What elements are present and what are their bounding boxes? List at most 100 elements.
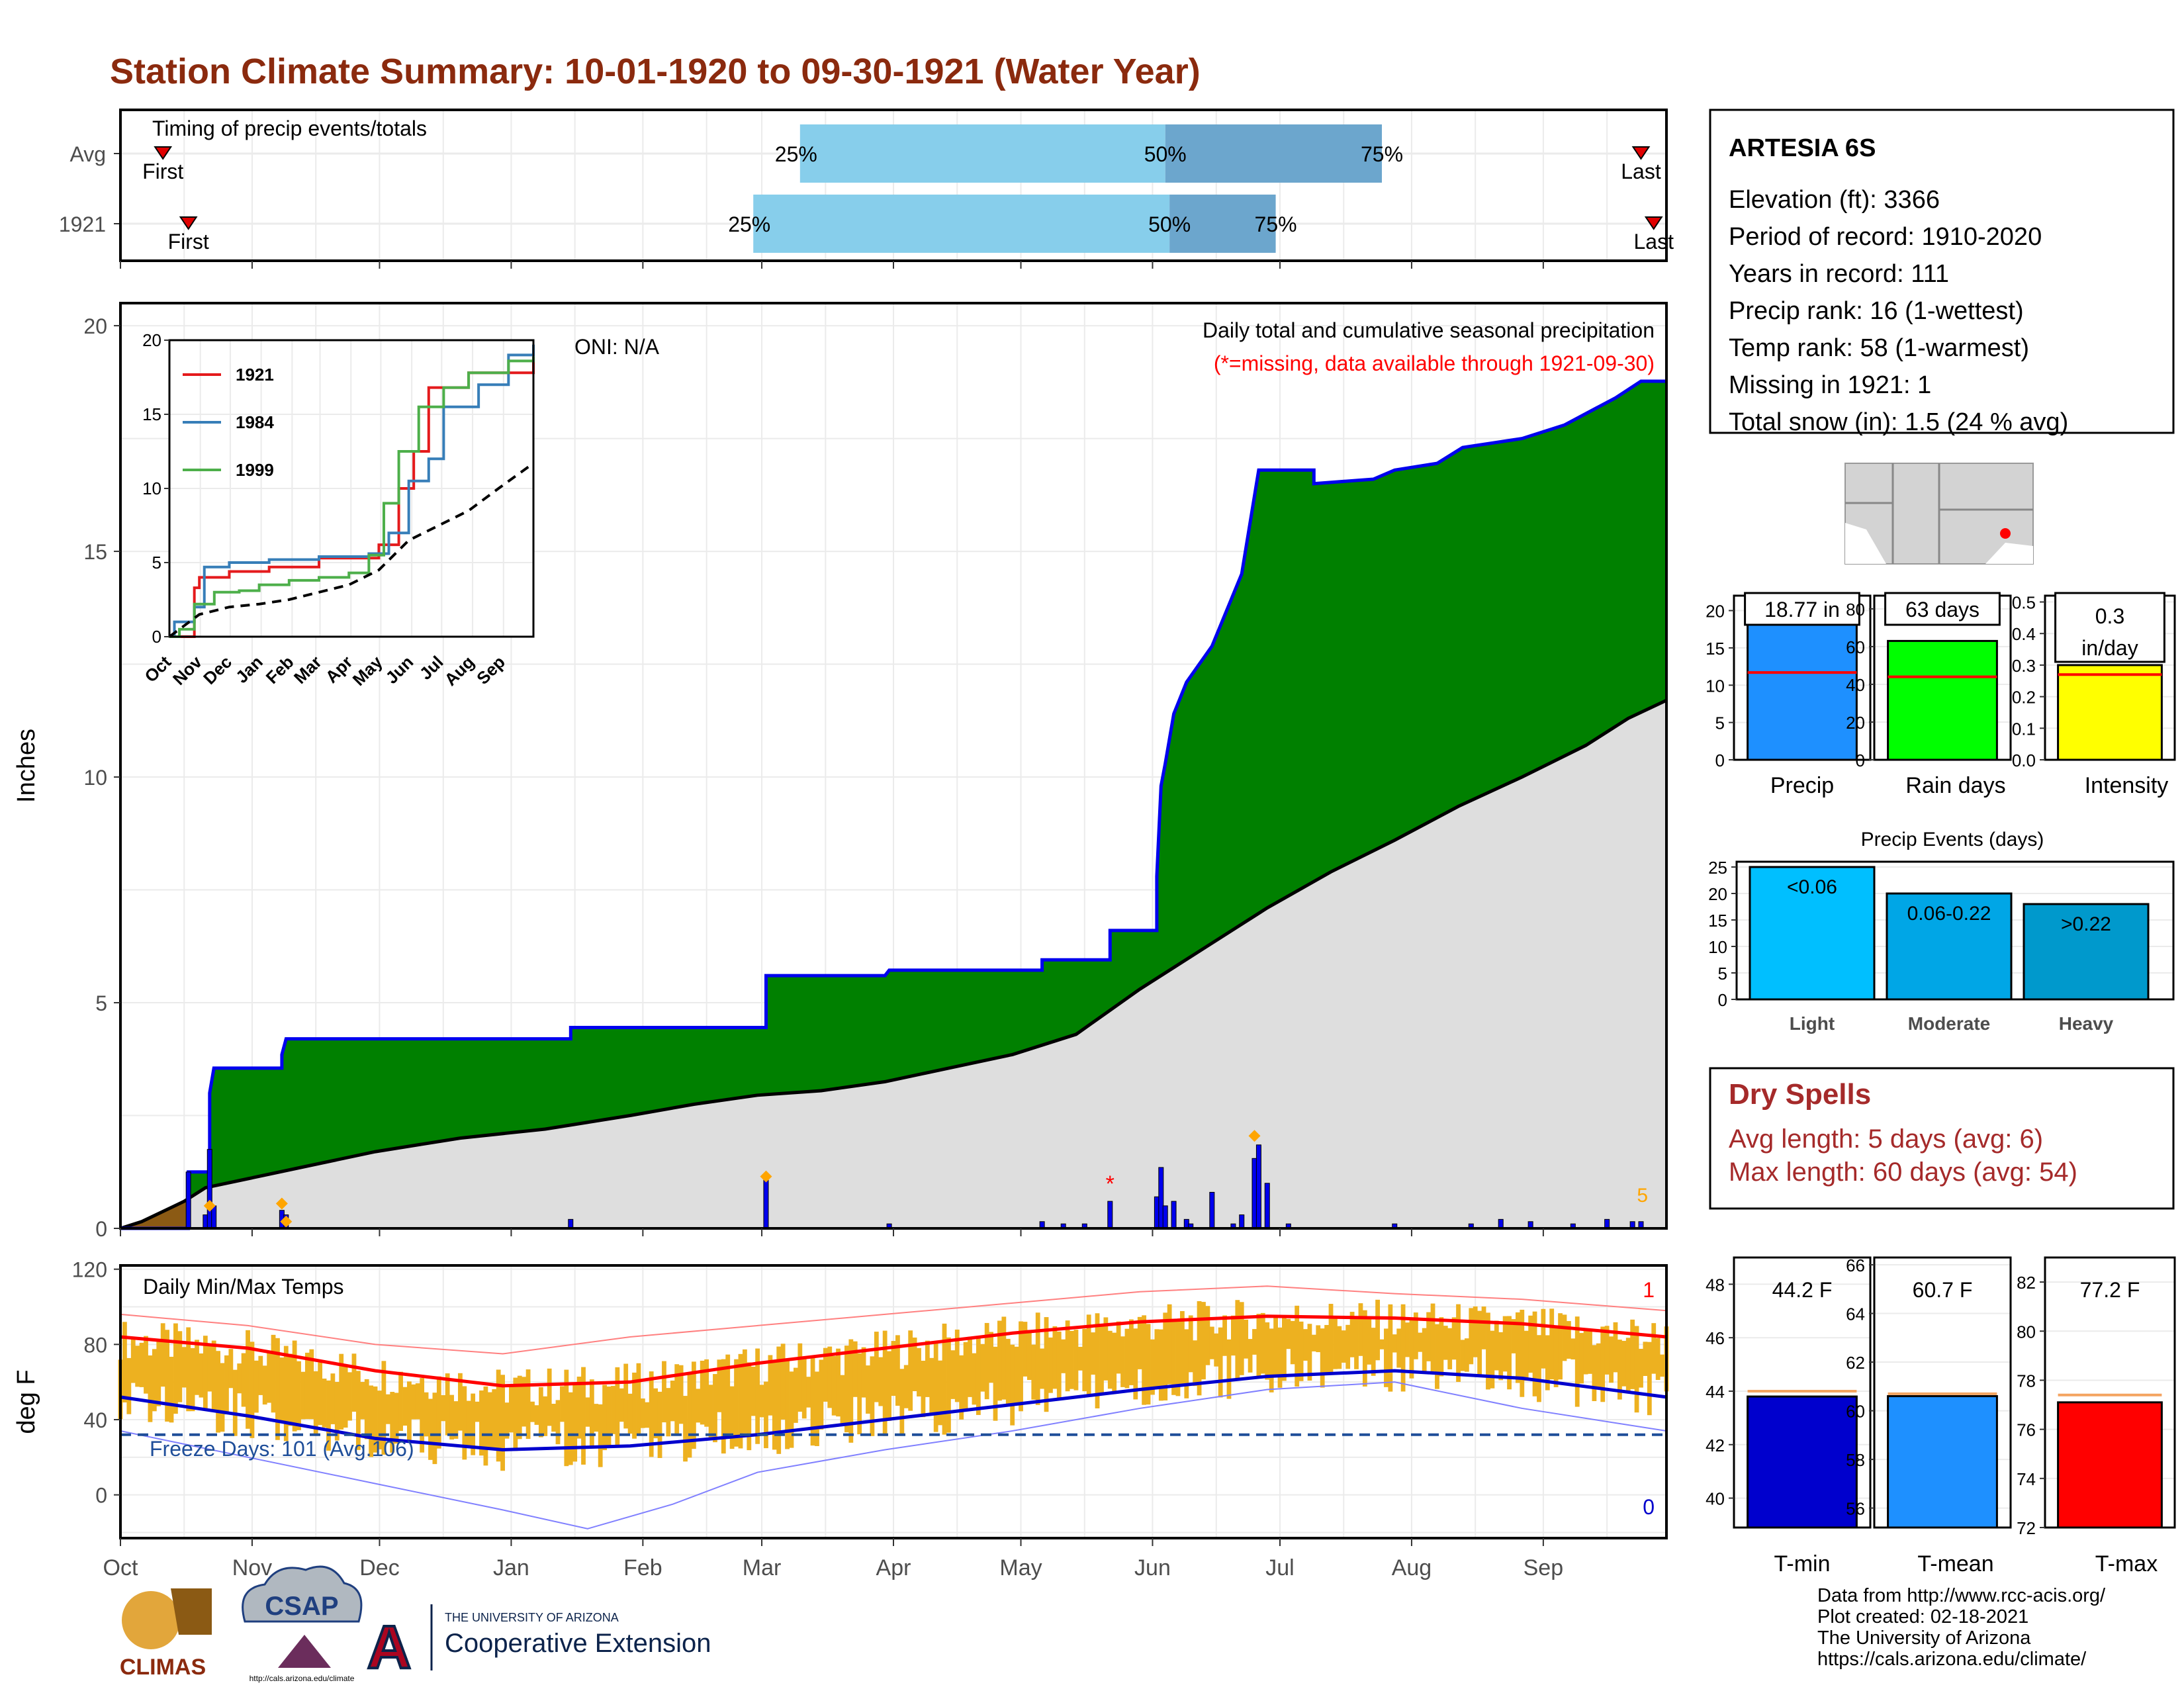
temp-range-bar [708, 1385, 713, 1440]
temp-range-bar [1541, 1308, 1546, 1369]
temp-range-bar [1265, 1322, 1270, 1380]
temp-range-bar [878, 1357, 884, 1406]
q25-label: 25% [775, 142, 817, 166]
inset-month-label: Oct [140, 652, 175, 686]
inset-month-label: Sep [473, 652, 509, 688]
temp-range-bar [1316, 1325, 1321, 1353]
temp-range-bar [347, 1372, 352, 1421]
csap-logo-text: CSAP [265, 1592, 338, 1621]
temp-range-bar [870, 1356, 875, 1436]
temp-range-bar [1630, 1319, 1635, 1389]
q50-label: 50% [1148, 212, 1191, 236]
ua-logo-a: A [367, 1614, 411, 1681]
temp-range-bar [729, 1386, 735, 1449]
temp-range-bar [453, 1401, 459, 1439]
temp-range-bar [1583, 1330, 1588, 1375]
temp-range-bar [402, 1387, 408, 1426]
temp-range-bar [432, 1393, 437, 1465]
y-tick-label: 78 [2017, 1371, 2036, 1391]
temp-range-bar [351, 1353, 357, 1412]
station-line: Precip rank: 16 (1-wettest) [1729, 297, 2024, 325]
y-tick-label: 0.0 [2012, 751, 2036, 770]
inset-month-label: Jun [382, 652, 418, 688]
month-label: Nov [232, 1555, 272, 1580]
temp-range-bar [959, 1355, 964, 1420]
temp-range-bar [938, 1360, 942, 1426]
temp-range-bar [1490, 1330, 1495, 1389]
temp-range-bar [1171, 1320, 1176, 1395]
temp-range-bar [866, 1365, 870, 1414]
y-tick-label: 10 [1706, 676, 1725, 696]
temp-range-bar [852, 1341, 858, 1397]
y-tick-label: 56 [1846, 1499, 1865, 1519]
temp-range-bar [1103, 1317, 1109, 1381]
temp-range-bar [1026, 1330, 1032, 1381]
temp-range-bar [1647, 1342, 1652, 1416]
temp-range-bar [1524, 1330, 1529, 1381]
tmax-label: 77.2 F [2080, 1278, 2140, 1302]
temp-range-bar [390, 1392, 395, 1453]
event-marker [760, 1170, 772, 1183]
temp-range-bar [912, 1337, 917, 1391]
y-tick-label: 5 [1715, 713, 1725, 733]
quartile-bar-light [799, 124, 1165, 183]
cumulative-line [120, 379, 1666, 1230]
temp-range-bar [903, 1365, 909, 1408]
temp-range-bar [576, 1377, 582, 1439]
temp-range-bar [1520, 1309, 1525, 1397]
intensity-label2: in/day [2081, 636, 2138, 660]
y-tick-label: 20 [83, 314, 107, 338]
temp-range-bar [874, 1332, 879, 1402]
quartile-bar-light [753, 195, 1170, 253]
temp-range-bar [152, 1349, 157, 1412]
temp-range-bar [186, 1327, 191, 1412]
y-tick-label: 0 [1856, 751, 1865, 770]
temp-range-bar [1545, 1335, 1550, 1391]
y-tick-label: 0.2 [2012, 688, 2036, 708]
temp-range-bar [1600, 1326, 1606, 1402]
temp-range-bar [1193, 1340, 1198, 1387]
event-marker [280, 1215, 293, 1228]
y-tick-label: 0 [95, 1217, 107, 1241]
temp-range-bar [126, 1357, 132, 1414]
temp-range-bar [801, 1357, 807, 1419]
inset-month-label: Aug [440, 652, 478, 690]
month-label: Feb [623, 1555, 662, 1580]
temp-range-bar [1099, 1324, 1104, 1396]
normal-area [120, 700, 1666, 1228]
temp-range-bar [551, 1404, 556, 1432]
temp-range-bar [1400, 1304, 1406, 1392]
temp-range-bar [1286, 1318, 1291, 1349]
month-label: Sep [1524, 1555, 1564, 1580]
temp-range-bar [487, 1392, 492, 1447]
temp-range-bar [1048, 1337, 1053, 1393]
temp-range-bar [666, 1388, 671, 1437]
legend-label: 1984 [236, 412, 274, 432]
y-tick-label: 0.4 [2012, 624, 2036, 644]
temp-range-bar [1396, 1328, 1402, 1368]
temp-range-bar [1473, 1306, 1478, 1357]
last-label: Last [1621, 160, 1661, 183]
month-label: Jun [1134, 1555, 1171, 1580]
temp-range-bar [1549, 1308, 1555, 1380]
temp-range-bar [585, 1397, 590, 1427]
event-category: Heavy [2059, 1013, 2114, 1034]
temp-range-bar [475, 1401, 480, 1422]
temp-range-bar [1163, 1312, 1168, 1401]
temp-range-bar [1596, 1343, 1601, 1388]
intensity-xlabel: Intensity [2085, 773, 2169, 798]
last-marker [1631, 146, 1651, 160]
temp-range-bar [1116, 1321, 1121, 1374]
station-dot [2000, 528, 2011, 539]
temp-range-bar [1282, 1318, 1287, 1381]
temp-range-bar [1443, 1326, 1448, 1360]
temp-range-bar [691, 1361, 696, 1449]
temp-range-bar [538, 1387, 543, 1438]
temp-range-bar [1617, 1340, 1622, 1400]
temp-range-bar [1418, 1332, 1423, 1352]
temp-range-bar [1052, 1326, 1058, 1389]
temp-range-bar [908, 1330, 913, 1411]
temp-range-bar [1244, 1319, 1249, 1359]
station-name: ARTESIA 6S [1729, 134, 1876, 162]
temp-range-bar [1324, 1324, 1329, 1375]
